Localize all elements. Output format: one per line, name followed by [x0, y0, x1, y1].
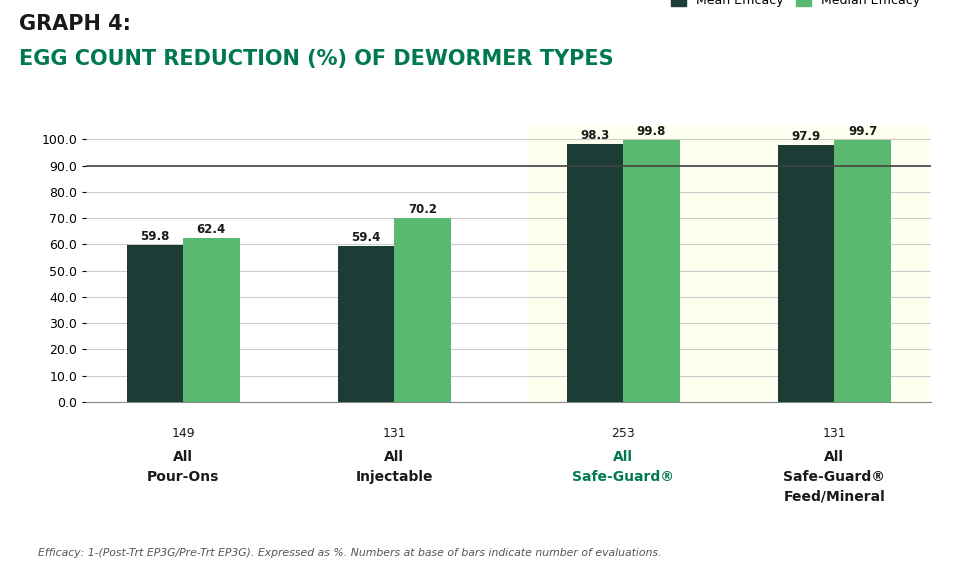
Text: 62.4: 62.4 — [197, 223, 226, 236]
Text: All: All — [384, 451, 404, 464]
Text: GRAPH 4:: GRAPH 4: — [19, 14, 132, 34]
Bar — [338, 246, 395, 402]
Text: 97.9: 97.9 — [792, 130, 821, 143]
Text: EGG COUNT REDUCTION (%) OF DEWORMER TYPES: EGG COUNT REDUCTION (%) OF DEWORMER TYPE… — [19, 49, 613, 69]
Bar — [834, 140, 891, 402]
Bar — [528, 126, 929, 402]
Text: 98.3: 98.3 — [581, 129, 610, 142]
Text: 99.7: 99.7 — [848, 125, 877, 138]
Bar — [778, 145, 834, 402]
Text: 253: 253 — [612, 427, 636, 440]
Text: Safe-Guard®: Safe-Guard® — [572, 470, 674, 484]
Text: All: All — [173, 451, 193, 464]
Bar — [566, 144, 623, 402]
Text: All: All — [613, 451, 634, 464]
Bar — [395, 218, 450, 402]
Text: All: All — [825, 451, 845, 464]
Text: 131: 131 — [823, 427, 846, 440]
Text: Pour-Ons: Pour-Ons — [147, 470, 220, 484]
Text: 131: 131 — [383, 427, 406, 440]
Text: 59.8: 59.8 — [140, 230, 170, 243]
Text: 70.2: 70.2 — [408, 203, 437, 216]
Text: Safe-Guard®: Safe-Guard® — [783, 470, 885, 484]
Bar — [623, 140, 680, 402]
Text: 149: 149 — [172, 427, 195, 440]
Bar — [127, 245, 183, 402]
Bar — [183, 238, 239, 402]
Text: 59.4: 59.4 — [351, 231, 381, 244]
Text: Feed/Mineral: Feed/Mineral — [783, 489, 885, 503]
Text: Injectable: Injectable — [355, 470, 433, 484]
Legend: Mean Efficacy, Median Efficacy: Mean Efficacy, Median Efficacy — [665, 0, 924, 12]
Text: 99.8: 99.8 — [636, 125, 666, 138]
Text: Efficacy: 1-(Post-Trt EP3G/Pre-Trt EP3G). Expressed as %. Numbers at base of bar: Efficacy: 1-(Post-Trt EP3G/Pre-Trt EP3G)… — [38, 548, 661, 558]
